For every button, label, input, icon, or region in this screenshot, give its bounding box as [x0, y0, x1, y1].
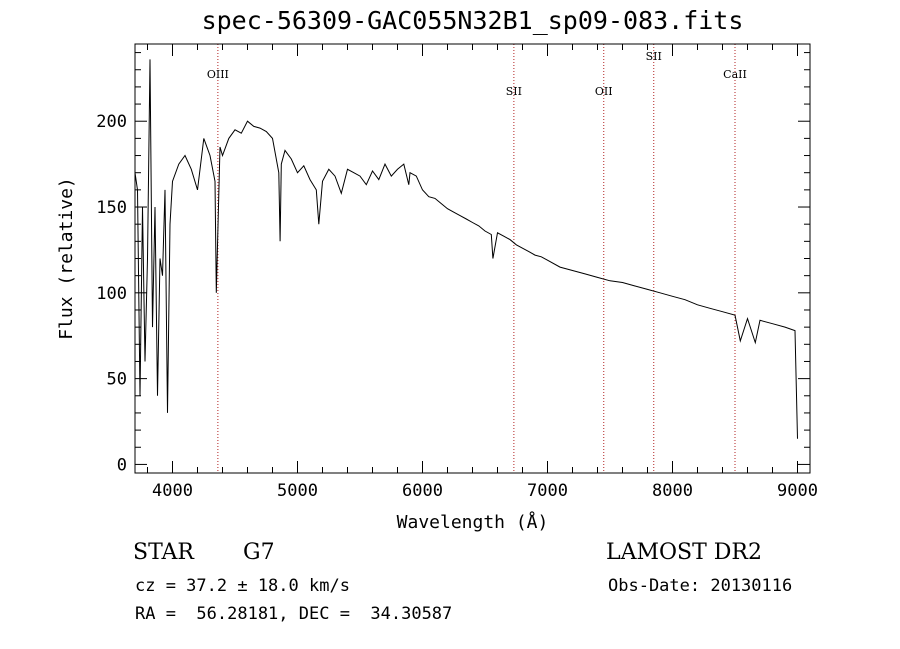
coordinates-text: RA = 56.28181, DEC = 34.30587 [135, 604, 453, 624]
emission-line-label: OII [595, 85, 613, 98]
emission-lines: OIII SII OII SII CaII [207, 44, 747, 473]
object-class: STAR [133, 540, 194, 565]
object-subclass: G7 [243, 540, 275, 565]
plot-frame [134, 43, 811, 474]
x-tick-label: 5000 [277, 481, 318, 501]
y-tick-label: 100 [96, 284, 127, 304]
emission-line-label: OIII [207, 68, 229, 81]
y-tick-label: 0 [117, 455, 127, 475]
flux-series-line [134, 59, 798, 439]
y-axis-label: Flux (relative) [56, 177, 77, 340]
chart-title: spec-56309-GAC055N32B1_sp09-083.fits [201, 6, 744, 35]
y-tick-label: 50 [107, 370, 127, 390]
x-tick-label: 7000 [527, 481, 568, 501]
y-tick-label: 150 [96, 198, 127, 218]
emission-line-label: SII [506, 85, 522, 98]
x-tick-label: 9000 [777, 481, 818, 501]
x-axis-label: Wavelength (Å) [397, 511, 549, 533]
obs-date-text: Obs-Date: 20130116 [608, 576, 793, 596]
x-tick-label: 8000 [652, 481, 693, 501]
emission-line-label: CaII [723, 68, 747, 81]
survey-name: LAMOST DR2 [606, 540, 762, 565]
redshift-text: cz = 37.2 ± 18.0 km/s [135, 576, 350, 596]
axis-ticks: 4000 5000 6000 7000 8000 9000 0 50 100 150 200 [96, 44, 818, 501]
y-tick-label: 200 [96, 112, 127, 132]
x-tick-label: 4000 [152, 481, 193, 501]
emission-line-label: SII [646, 50, 662, 63]
x-tick-label: 6000 [402, 481, 443, 501]
